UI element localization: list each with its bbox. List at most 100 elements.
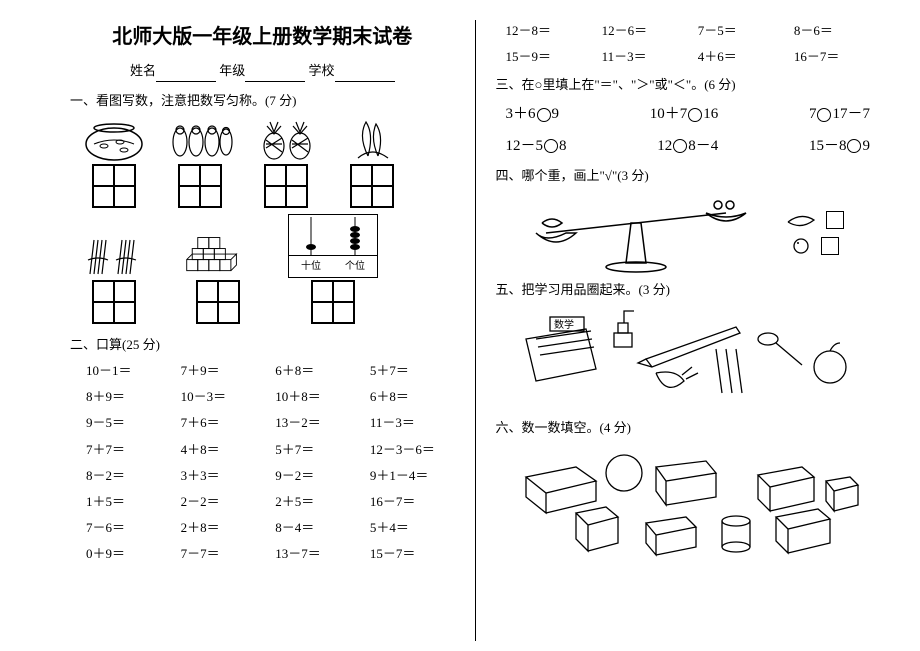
- sticks-icon: [80, 232, 148, 278]
- answer-grid[interactable]: [92, 280, 136, 324]
- calc-item[interactable]: 8＋9＝: [86, 386, 171, 408]
- calc-item[interactable]: 6＋8＝: [370, 386, 455, 408]
- section-4-head: 四、哪个重，画上"√"(3 分): [496, 165, 881, 187]
- stationery-icon: 数学: [506, 309, 866, 399]
- compare-item[interactable]: 15－89: [809, 134, 870, 160]
- calc-item[interactable]: 13－7＝: [275, 543, 360, 565]
- answer-grid[interactable]: [350, 164, 394, 208]
- calc-item[interactable]: 15－9＝: [506, 46, 592, 68]
- school-label: 学校: [309, 63, 335, 78]
- section-2-head: 二、口算(25 分): [70, 334, 455, 356]
- shapes-icon: [506, 447, 866, 557]
- left-column: 北师大版一年级上册数学期末试卷 姓名 年级 学校 一、看图写数，注意把数写匀称。…: [60, 20, 476, 641]
- banana-checkbox[interactable]: [826, 211, 844, 229]
- pineapples-cell: [252, 116, 320, 208]
- balance-choices: [786, 210, 844, 256]
- compare-item[interactable]: 717－7: [809, 102, 870, 128]
- calc-item[interactable]: 8－2＝: [86, 465, 171, 487]
- corn-cell: [338, 116, 406, 208]
- calc-item[interactable]: 10－3＝: [181, 386, 266, 408]
- calc-item[interactable]: 1＋5＝: [86, 491, 171, 513]
- calc-item[interactable]: 6＋8＝: [275, 360, 360, 382]
- calc-item[interactable]: 5＋4＝: [370, 517, 455, 539]
- section-6-head: 六、数一数填空。(4 分): [496, 417, 881, 439]
- answer-grid[interactable]: [196, 280, 240, 324]
- calc-item[interactable]: 5＋7＝: [275, 439, 360, 461]
- section-3-head: 三、在○里填上在"＝"、"＞"或"＜"。(6 分): [496, 74, 881, 96]
- calc-item[interactable]: 15－7＝: [370, 543, 455, 565]
- page-title: 北师大版一年级上册数学期末试卷: [70, 20, 455, 54]
- calc-item[interactable]: 2－2＝: [181, 491, 266, 513]
- pineapples-icon: [252, 116, 320, 162]
- cubes-cell: [178, 232, 258, 324]
- calc-item[interactable]: 3＋3＝: [181, 465, 266, 487]
- calc-item[interactable]: 12－6＝: [602, 20, 688, 42]
- answer-grid[interactable]: [92, 164, 136, 208]
- compare-row-1: 3＋69 10＋716 717－7: [506, 102, 871, 128]
- compare-row-2: 12－58 128－4 15－89: [506, 134, 871, 160]
- calc-item[interactable]: 11－3＝: [602, 46, 688, 68]
- name-blank[interactable]: [156, 68, 216, 82]
- calc-item[interactable]: 7－6＝: [86, 517, 171, 539]
- calc-item[interactable]: 7－5＝: [698, 20, 784, 42]
- corn-icon: [338, 116, 406, 162]
- calc-item[interactable]: 12－8＝: [506, 20, 592, 42]
- calc-item[interactable]: 4＋6＝: [698, 46, 784, 68]
- ones-label: 个位: [345, 258, 365, 275]
- compare-item[interactable]: 3＋69: [506, 102, 560, 128]
- fishbowl-cell: [80, 116, 148, 208]
- sticks-cell: [80, 232, 148, 324]
- school-blank[interactable]: [335, 68, 395, 82]
- calc-item[interactable]: 9－2＝: [275, 465, 360, 487]
- calc-item[interactable]: 7－7＝: [181, 543, 266, 565]
- compare-item[interactable]: 12－58: [506, 134, 567, 160]
- penguins-cell: [166, 116, 234, 208]
- name-label: 姓名: [130, 63, 156, 78]
- calc-item[interactable]: 16－7＝: [794, 46, 880, 68]
- ball-checkbox[interactable]: [821, 237, 839, 255]
- answer-grid[interactable]: [178, 164, 222, 208]
- section-5-head: 五、把学习用品圈起来。(3 分): [496, 279, 881, 301]
- calc-item[interactable]: 12－3－6＝: [370, 439, 455, 461]
- fishbowl-icon: [80, 116, 148, 162]
- picture-row-2: 十位 个位: [80, 214, 455, 324]
- balance-scale-icon: [506, 193, 766, 273]
- banana-icon: [786, 210, 816, 230]
- cubes-icon: [178, 232, 258, 278]
- calc-item[interactable]: 9－5＝: [86, 412, 171, 434]
- calc-grid-top: 12－8＝ 12－6＝ 7－5＝ 8－6＝ 15－9＝ 11－3＝ 4＋6＝ 16－7＝: [506, 20, 881, 68]
- calc-item[interactable]: 2＋5＝: [275, 491, 360, 513]
- picture-row-1: [80, 116, 455, 208]
- calc-item[interactable]: 10－1＝: [86, 360, 171, 382]
- calc-item[interactable]: 8－6＝: [794, 20, 880, 42]
- answer-grid[interactable]: [264, 164, 308, 208]
- abacus-icon: 十位 个位: [288, 214, 378, 278]
- calc-item[interactable]: 0＋9＝: [86, 543, 171, 565]
- calc-item[interactable]: 13－2＝: [275, 412, 360, 434]
- calc-item[interactable]: 10＋8＝: [275, 386, 360, 408]
- compare-item[interactable]: 128－4: [657, 134, 718, 160]
- calc-item[interactable]: 7＋7＝: [86, 439, 171, 461]
- balance-area: [506, 193, 871, 273]
- grade-label: 年级: [219, 63, 245, 78]
- compare-item[interactable]: 10＋716: [650, 102, 719, 128]
- penguins-icon: [166, 116, 234, 162]
- ball-icon: [791, 236, 811, 256]
- calc-item[interactable]: 7＋9＝: [181, 360, 266, 382]
- calc-item[interactable]: 8－4＝: [275, 517, 360, 539]
- calc-item[interactable]: 11－3＝: [370, 412, 455, 434]
- calc-item[interactable]: 9＋1－4＝: [370, 465, 455, 487]
- calc-item[interactable]: 7＋6＝: [181, 412, 266, 434]
- grade-blank[interactable]: [245, 68, 305, 82]
- tens-label: 十位: [301, 258, 321, 275]
- svg-text:数学: 数学: [554, 318, 574, 331]
- calc-item[interactable]: 16－7＝: [370, 491, 455, 513]
- calc-item[interactable]: 2＋8＝: [181, 517, 266, 539]
- calc-item[interactable]: 5＋7＝: [370, 360, 455, 382]
- section-1-head: 一、看图写数，注意把数写匀称。(7 分): [70, 90, 455, 112]
- right-column: 12－8＝ 12－6＝ 7－5＝ 8－6＝ 15－9＝ 11－3＝ 4＋6＝ 16－7＝ 三、…: [476, 20, 891, 641]
- calc-item[interactable]: 4＋8＝: [181, 439, 266, 461]
- page: 北师大版一年级上册数学期末试卷 姓名 年级 学校 一、看图写数，注意把数写匀称。…: [0, 0, 920, 651]
- answer-grid[interactable]: [311, 280, 355, 324]
- abacus-cell: 十位 个位: [288, 214, 378, 324]
